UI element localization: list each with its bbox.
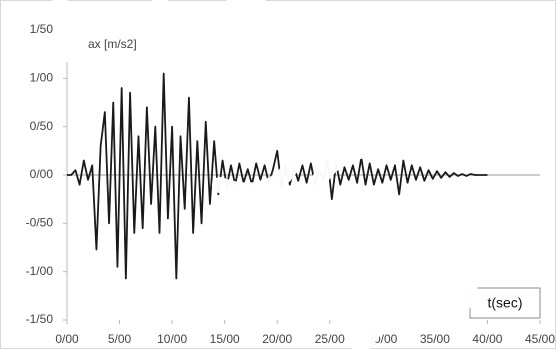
watermark: [52, 0, 479, 349]
y-tick-label: 1/00: [30, 71, 54, 85]
x-tick-label: 10/00: [157, 332, 187, 346]
x-label-box: [469, 287, 541, 319]
x-tick-label: 0/00: [55, 332, 79, 346]
x-tick-label: 35/00: [420, 332, 450, 346]
y-tick-label: -1/50: [26, 312, 54, 326]
plot-area: -1/50 -1/00 -0/50 0/00 0/50 1/00 1/50 0/00 5/00 1…: [26, 22, 556, 346]
y-tick-label: 1/50: [30, 22, 54, 36]
x-tick-label: 40/00: [472, 332, 502, 346]
x-tick-label: 5/00: [108, 332, 132, 346]
x-tick-label: 25/00: [315, 332, 345, 346]
y-tick-label: -0/50: [26, 216, 54, 230]
y-tick-label: -1/00: [26, 264, 54, 278]
x-tick-label: 15/00: [210, 332, 240, 346]
y-tick-label: 0/00: [30, 167, 54, 181]
x-tick-label: 20/00: [262, 332, 292, 346]
y-axis-label: ax [m/s2]: [88, 37, 137, 51]
y-tick-label: 0/50: [30, 119, 54, 133]
x-tick-label: 45/00: [525, 332, 555, 346]
x-axis-label: t(sec): [488, 295, 523, 311]
data-line: [67, 72, 488, 280]
